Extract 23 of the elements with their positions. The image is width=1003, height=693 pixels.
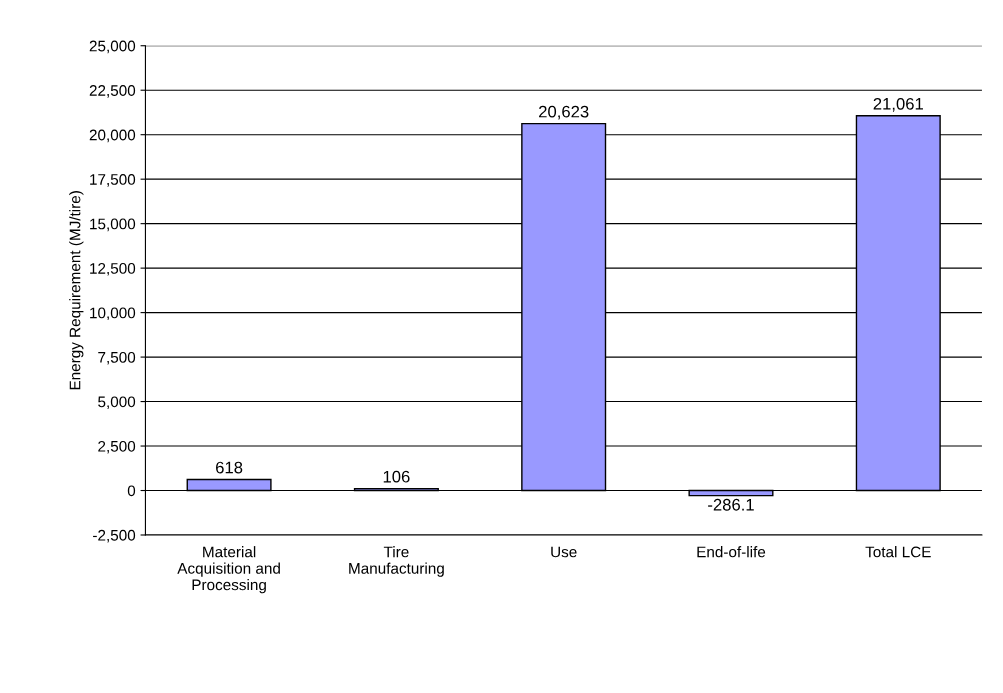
y-tick-label: 7,500 [98,351,136,365]
data-label: -286.1 [708,498,754,511]
y-tick-label: 15,000 [90,218,136,232]
y-tick-label: 12,500 [90,263,136,276]
y-axis-title: Energy Requirement (MJ/tire) [69,191,84,390]
y-tick-label: 25,000 [89,40,136,54]
x-tick-label: Use [551,546,577,558]
y-tick-label: 22,500 [89,85,136,98]
data-label: 20,623 [539,105,589,120]
y-tick-label: 5,000 [98,396,136,410]
x-tick-label: Material Acquisition and Processing [177,546,280,594]
y-tick-label: -2,500 [93,529,136,543]
y-tick-label: 20,000 [89,129,136,143]
x-tick-label: End-of-life [697,546,766,558]
data-label: 618 [216,461,243,474]
data-label: 21,061 [873,97,923,112]
y-tick-label: 10,000 [90,307,136,321]
y-tick-label: 2,500 [98,440,136,454]
x-tick-label: Tire Manufacturing [349,546,444,577]
y-tick-label: 0 [127,485,136,497]
x-tick-label: Total LCE [865,546,931,558]
data-label: 106 [383,470,410,483]
y-tick-label: 17,500 [90,174,136,187]
